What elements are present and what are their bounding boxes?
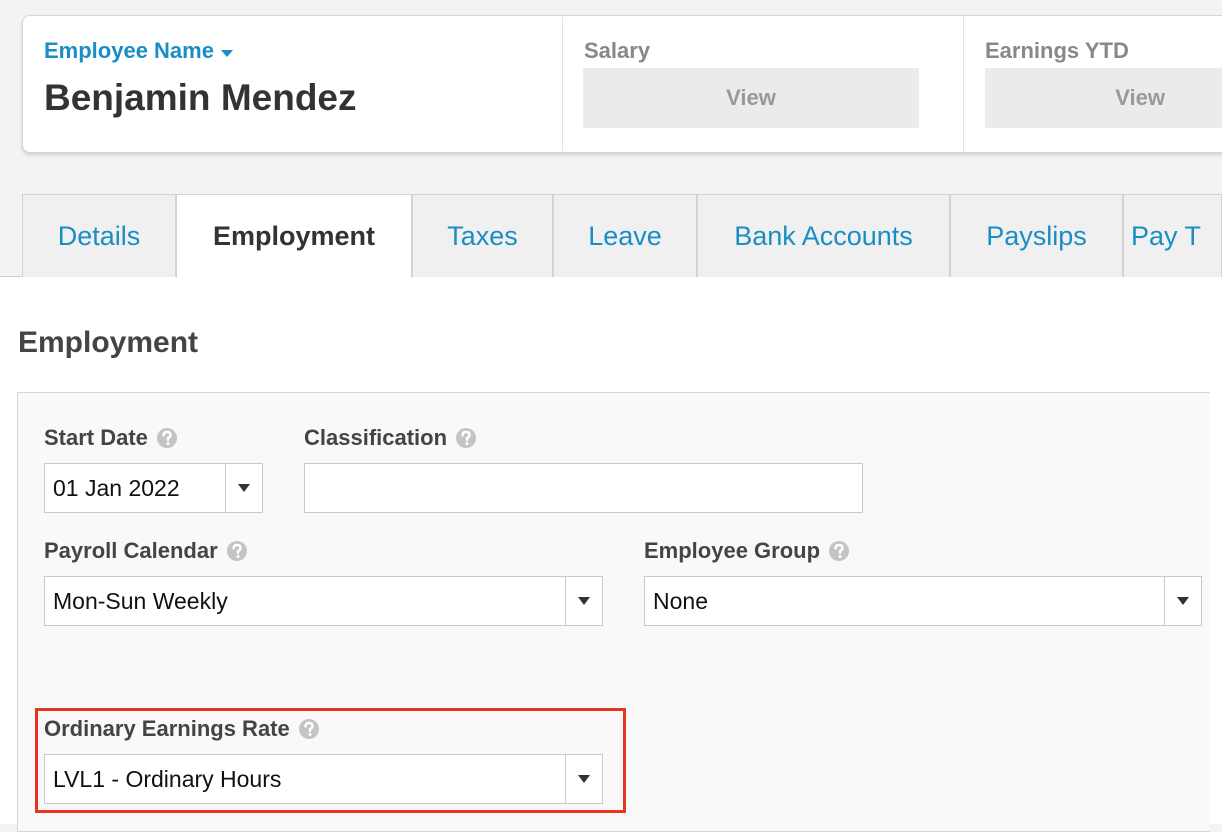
tab[interactable]: Leave: [553, 194, 697, 277]
field-label: Start Date: [44, 425, 148, 450]
field-value: LVL1 - Ordinary Hours: [53, 765, 282, 792]
dropdown-arrow: [221, 50, 234, 57]
field-label: Ordinary Earnings Rate: [44, 716, 290, 741]
field-label-row: Ordinary Earnings Rate: [44, 715, 320, 743]
field-label-row: Start Date: [44, 424, 178, 452]
highlight-box: [35, 708, 626, 813]
field-value: 01 Jan 2022: [53, 474, 180, 501]
tab[interactable]: Taxes: [412, 194, 553, 277]
field-label: Classification: [304, 425, 448, 450]
tab[interactable]: Pay T: [1123, 194, 1222, 277]
select-field[interactable]: 01 Jan 2022: [44, 463, 263, 513]
tab[interactable]: Bank Accounts: [697, 194, 950, 277]
dropdown-button[interactable]: [1164, 577, 1201, 625]
field-label-row: Payroll Calendar: [44, 537, 248, 565]
field-label: Payroll Calendar: [44, 538, 218, 563]
help-icon[interactable]: [226, 540, 248, 562]
help-icon[interactable]: [156, 427, 178, 449]
dropdown-arrow: [1177, 597, 1189, 605]
field-value: None: [653, 587, 708, 614]
field-value: Mon-Sun Weekly: [53, 587, 228, 614]
text-field[interactable]: [304, 463, 863, 513]
salary-view-button[interactable]: View: [583, 68, 919, 128]
help-icon[interactable]: [455, 427, 477, 449]
dropdown-button[interactable]: [565, 755, 602, 803]
dropdown-button[interactable]: [225, 464, 262, 512]
help-icon[interactable]: [298, 718, 320, 740]
field-label-row: Employee Group: [644, 537, 850, 565]
tab[interactable]: Employment: [176, 194, 412, 278]
divider: [963, 17, 964, 151]
select-field[interactable]: Mon-Sun Weekly: [44, 576, 603, 626]
dropdown-arrow: [578, 597, 590, 605]
employee-name-menu[interactable]: Employee Name: [44, 38, 234, 64]
employee-name: Benjamin Mendez: [44, 77, 357, 118]
field-label: Employee Group: [644, 538, 821, 563]
earnings-ytd-view-button[interactable]: View: [985, 68, 1222, 128]
salary-label: Salary: [584, 38, 651, 63]
divider: [562, 17, 563, 151]
tab[interactable]: Payslips: [950, 194, 1123, 277]
field-label-row: Classification: [304, 424, 477, 452]
select-field[interactable]: LVL1 - Ordinary Hours: [44, 754, 603, 804]
earnings-ytd-label: Earnings YTD: [985, 38, 1129, 63]
dropdown-button[interactable]: [565, 577, 602, 625]
dropdown-arrow: [238, 484, 250, 492]
section-title: Employment: [18, 326, 199, 359]
help-icon[interactable]: [828, 540, 850, 562]
tab[interactable]: Details: [22, 194, 176, 277]
employee-name-label[interactable]: Employee Name: [44, 38, 214, 63]
select-field[interactable]: None: [644, 576, 1202, 626]
dropdown-arrow: [578, 775, 590, 783]
